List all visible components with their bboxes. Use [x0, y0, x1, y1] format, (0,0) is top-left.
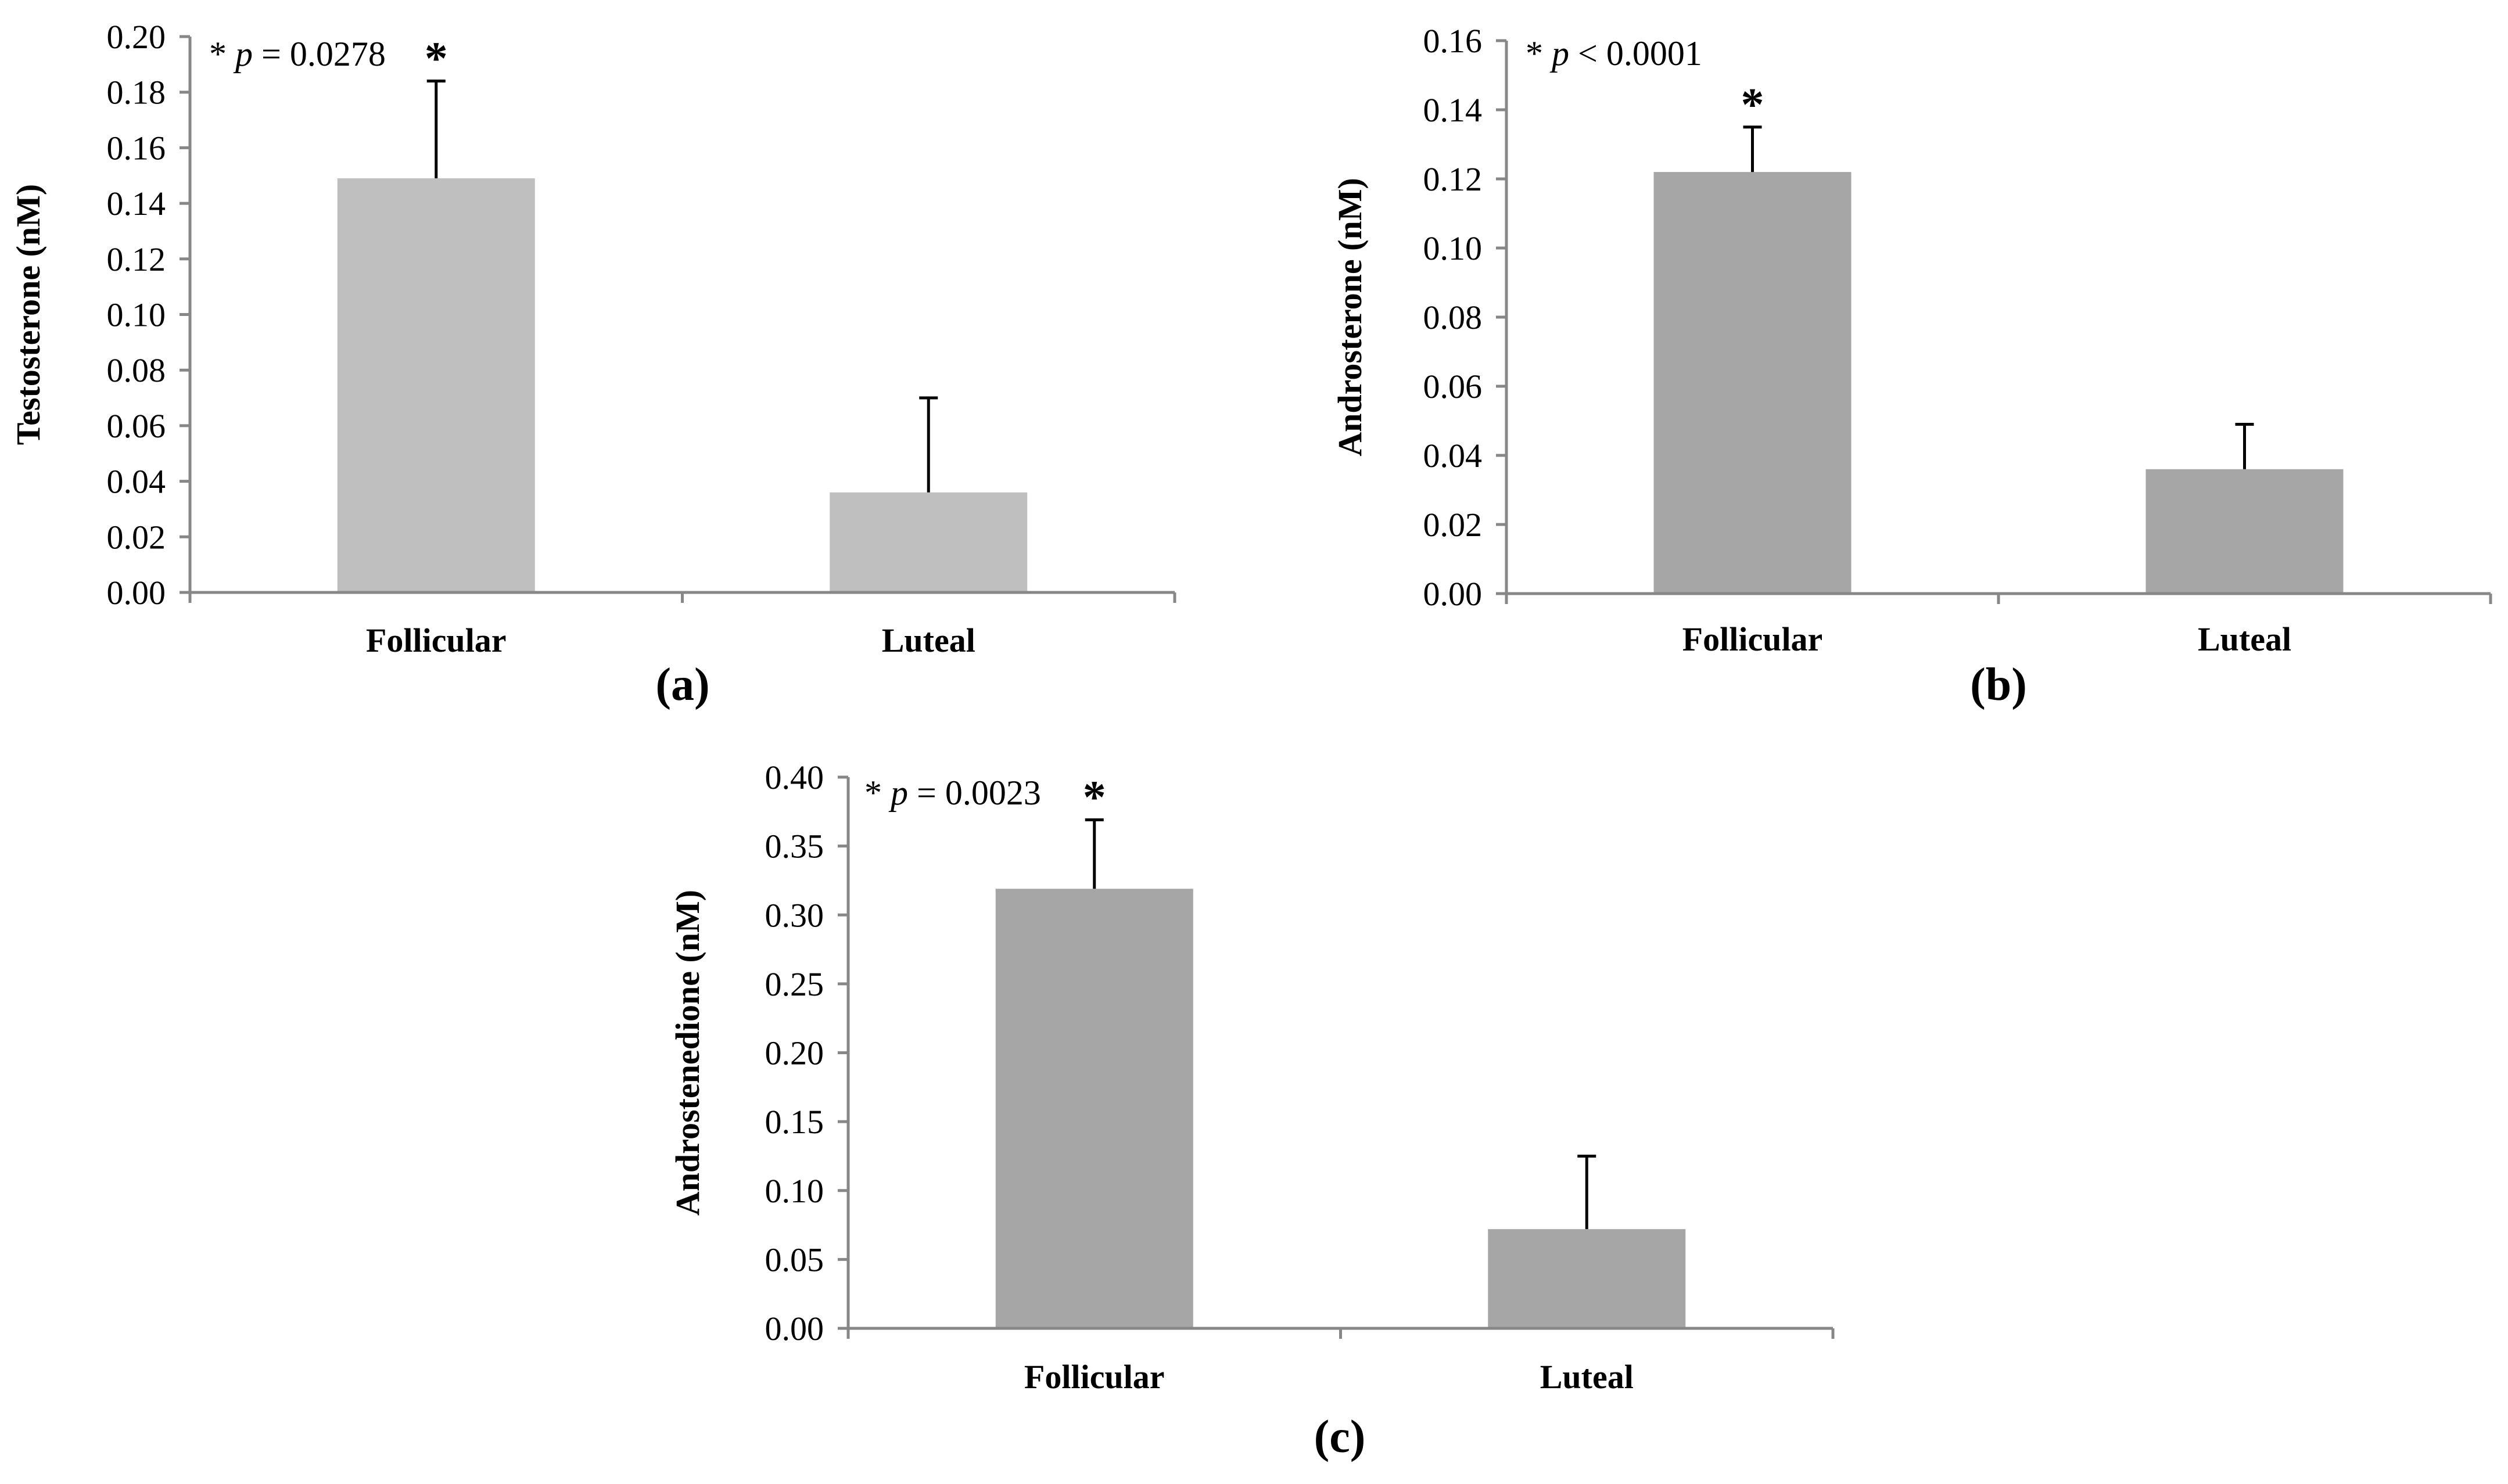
panel-b-y-tick-label: 0.00: [1423, 575, 1483, 613]
panel-c-y-tick-label: 0.00: [765, 1310, 824, 1348]
panel-a-p-text: = 0.0278: [253, 35, 386, 73]
panel-b-x-tick-label-luteal: Luteal: [2198, 620, 2291, 658]
panel-b-chart: 0.00 0.02 0.04 0.06 0.08 0.10 0.12 0.14 0.16 Foll…: [1331, 22, 2492, 710]
panel-a-x-tick-label-luteal: Luteal: [882, 621, 975, 659]
panel-a-y-tick-label: 0.00: [107, 574, 166, 612]
panel-a-significance-star: *: [425, 34, 448, 85]
panel-c-y-tick-label: 0.20: [765, 1034, 824, 1072]
panel-a-y-tick-label: 0.04: [107, 463, 166, 501]
panel-b-significance-star: *: [1741, 80, 1764, 131]
panel-c-y-tick-label: 0.25: [765, 965, 824, 1003]
panel-b-y-tick-label: 0.06: [1423, 368, 1483, 405]
panel-a-y-tick-label: 0.10: [107, 296, 166, 334]
panel-c-y-tick-label: 0.10: [765, 1172, 824, 1210]
panel-c-x-tick-label-luteal: Luteal: [1540, 1358, 1634, 1396]
panel-c-bar-luteal: [1488, 1229, 1686, 1328]
panel-b-y-tick-label: 0.10: [1423, 229, 1483, 267]
panel-b-bar-luteal: [2145, 469, 2344, 594]
panel-c-p-star: *: [864, 774, 891, 812]
panel-a-y-tick-label: 0.18: [107, 74, 166, 112]
panel-a-p-value-annotation: * p = 0.0278: [209, 35, 386, 73]
panel-a-y-tick-label: 0.06: [107, 407, 166, 445]
panel-c-chart: 0.00 0.05 0.10 0.15 0.20 0.25 0.30 0.35 0.40 Foll…: [669, 759, 1835, 1463]
panel-b-y-tick-label: 0.02: [1423, 506, 1483, 544]
panel-b-x-tick-label-follicular: Follicular: [1682, 620, 1823, 658]
panel-c-p-text: = 0.0023: [908, 774, 1041, 812]
panel-a-p-star: *: [209, 35, 235, 73]
panel-c-y-tick-label: 0.05: [765, 1241, 824, 1278]
panel-a-y-axis-title: Testosterone (nM): [9, 184, 47, 445]
panel-a-y-tick-label: 0.08: [107, 351, 166, 389]
panel-c-p-symbol: p: [888, 774, 908, 812]
panel-b-y-tick-label: 0.12: [1423, 160, 1483, 198]
panel-a-y-tick-label: 0.14: [107, 185, 166, 222]
panel-a-y-tick-label: 0.16: [107, 129, 166, 167]
panel-a-chart: 0.00 0.02 0.04 0.06 0.08 0.10 0.12 0.14 0.16 0.18…: [9, 18, 1176, 710]
panel-b-p-star: *: [1526, 34, 1552, 73]
panel-b-p-symbol: p: [1549, 34, 1569, 73]
panel-c-y-tick-label: 0.40: [765, 759, 824, 796]
panel-b-p-value-annotation: * p < 0.0001: [1526, 34, 1702, 73]
panel-b-y-tick-label: 0.04: [1423, 437, 1483, 475]
panel-c-bar-follicular: [995, 889, 1193, 1328]
panel-b-y-tick-label: 0.16: [1423, 22, 1483, 60]
panel-b-label: (b): [1970, 659, 2027, 710]
panel-c-x-tick-label-follicular: Follicular: [1024, 1358, 1165, 1396]
panel-c-p-value-annotation: * p = 0.0023: [864, 774, 1041, 812]
panel-a-bar-luteal: [830, 492, 1028, 592]
panel-c-y-tick-label: 0.30: [765, 896, 824, 934]
panel-a-label: (a): [655, 659, 709, 710]
panel-b-bar-follicular: [1653, 172, 1852, 594]
panel-a-y-tick-label: 0.20: [107, 18, 166, 56]
panel-b-y-axis-title: Androsterone (nM): [1331, 178, 1369, 457]
panel-b-y-tick-label: 0.14: [1423, 91, 1483, 129]
panel-a-x-tick-label-follicular: Follicular: [366, 621, 507, 659]
panel-c-significance-star: *: [1083, 772, 1106, 824]
panel-a-y-tick-label: 0.02: [107, 518, 166, 556]
panel-c-label: (c): [1314, 1411, 1366, 1463]
panel-a-p-symbol: p: [233, 35, 253, 73]
panel-c-y-tick-label: 0.15: [765, 1103, 824, 1141]
panel-c-y-tick-label: 0.35: [765, 828, 824, 865]
panel-c-y-axis-title: Androstenedione (nM): [669, 890, 706, 1216]
panel-a-bar-follicular: [337, 178, 535, 592]
panel-b-p-text: < 0.0001: [1569, 34, 1702, 73]
panel-a-y-tick-label: 0.12: [107, 240, 166, 278]
panel-b-y-tick-label: 0.08: [1423, 299, 1483, 336]
